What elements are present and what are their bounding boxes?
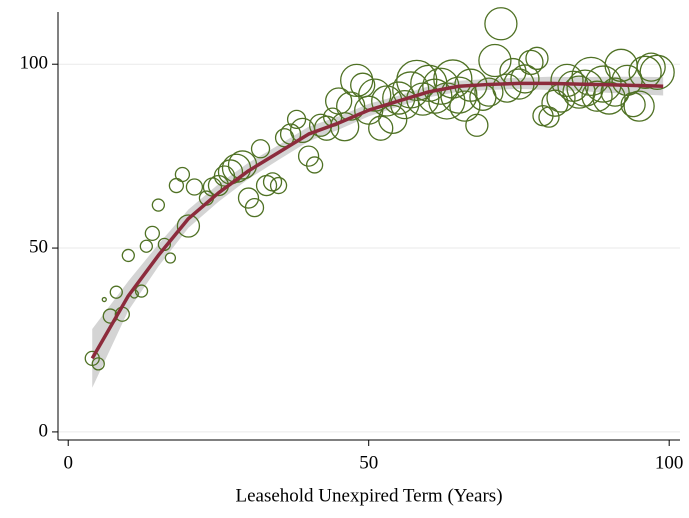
bubble	[538, 106, 560, 128]
x-tick-label: 100	[655, 452, 684, 473]
bubble	[382, 81, 416, 115]
bubble	[562, 75, 596, 109]
bubble	[151, 198, 166, 212]
bubble	[164, 252, 177, 264]
bubble	[465, 113, 489, 137]
bubble	[297, 145, 320, 167]
bubble	[269, 176, 288, 195]
bubble	[550, 63, 584, 98]
bubble	[336, 91, 366, 121]
x-axis-label: Leasehold Unexpired Term (Years)	[235, 485, 502, 506]
bubble	[378, 104, 408, 135]
bubble	[623, 90, 655, 122]
bubble	[185, 178, 204, 196]
bubble	[628, 55, 662, 89]
y-tick-label: 100	[20, 53, 49, 74]
bubble	[449, 90, 481, 122]
bubble	[91, 357, 105, 371]
bubble	[396, 59, 438, 102]
bubble	[392, 71, 430, 109]
bubble	[358, 78, 392, 112]
bubble	[134, 284, 149, 298]
bubble	[144, 225, 161, 242]
bubble	[237, 187, 260, 209]
bubble	[176, 214, 201, 238]
bubble	[174, 166, 191, 183]
bubble	[121, 248, 135, 263]
bubble	[340, 63, 374, 98]
bubble	[636, 52, 666, 82]
bubble	[244, 197, 265, 218]
bubble	[440, 76, 478, 114]
x-tick-label: 50	[359, 452, 378, 473]
bubble	[139, 239, 153, 253]
bubble	[484, 7, 518, 41]
bubble	[592, 81, 626, 115]
bubble	[313, 115, 340, 141]
bubble	[600, 77, 630, 107]
x-tick-label: 0	[63, 452, 73, 473]
bubble	[639, 54, 675, 90]
bubble	[305, 156, 324, 174]
y-tick-label: 0	[39, 420, 49, 441]
bubble	[525, 46, 549, 70]
bubble	[518, 49, 544, 76]
fit-line	[90, 81, 664, 360]
bubble	[109, 285, 123, 299]
bubble	[428, 82, 466, 120]
bubble	[581, 80, 613, 112]
bubble	[478, 43, 512, 78]
bubble	[510, 64, 540, 94]
y-tick-label: 50	[29, 236, 48, 257]
bubble	[474, 77, 504, 107]
bubble	[368, 115, 394, 141]
bubble	[250, 139, 271, 159]
bubble	[101, 296, 107, 303]
